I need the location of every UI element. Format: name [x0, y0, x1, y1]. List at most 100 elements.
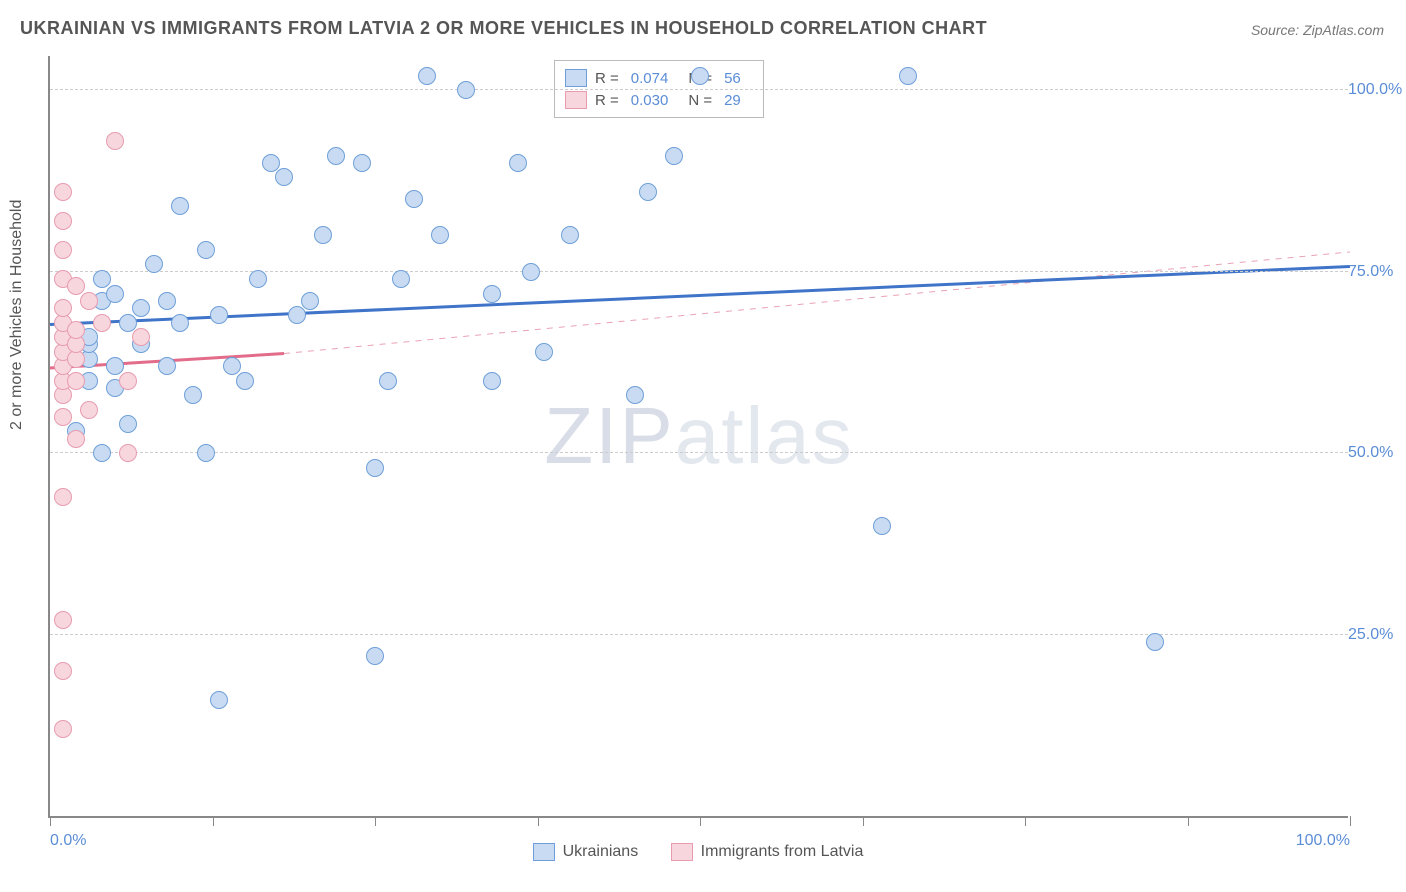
gridline: [50, 271, 1348, 272]
y-tick-label: 100.0%: [1348, 81, 1404, 99]
legend-item-0: Ukrainians: [533, 843, 639, 861]
data-point: [392, 270, 410, 288]
r-label: R =: [595, 92, 619, 109]
data-point: [262, 154, 280, 172]
data-point: [665, 147, 683, 165]
x-tick: [700, 816, 701, 826]
data-point: [54, 183, 72, 201]
data-point: [67, 277, 85, 295]
legend-row-series-0: R = 0.074 N = 56: [565, 67, 753, 89]
data-point: [366, 459, 384, 477]
data-point: [54, 611, 72, 629]
data-point: [197, 444, 215, 462]
data-point: [54, 241, 72, 259]
x-tick: [1188, 816, 1189, 826]
x-tick: [538, 816, 539, 826]
data-point: [366, 647, 384, 665]
plot-area: ZIPatlas R = 0.074 N = 56 R = 0.030 N = …: [48, 56, 1348, 818]
legend-series: Ukrainians Immigrants from Latvia: [48, 843, 1348, 866]
data-point: [691, 67, 709, 85]
data-point: [158, 357, 176, 375]
data-point: [93, 444, 111, 462]
data-point: [119, 415, 137, 433]
chart-title: UKRAINIAN VS IMMIGRANTS FROM LATVIA 2 OR…: [20, 18, 987, 39]
data-point: [275, 168, 293, 186]
x-tick: [1350, 816, 1351, 826]
r-value-0: 0.074: [631, 70, 669, 87]
data-point: [1146, 633, 1164, 651]
data-point: [184, 386, 202, 404]
data-point: [639, 183, 657, 201]
data-point: [561, 226, 579, 244]
data-point: [93, 314, 111, 332]
x-tick: [213, 816, 214, 826]
data-point: [119, 444, 137, 462]
data-point: [431, 226, 449, 244]
r-value-1: 0.030: [631, 92, 669, 109]
data-point: [535, 343, 553, 361]
data-point: [405, 190, 423, 208]
data-point: [145, 255, 163, 273]
data-point: [119, 372, 137, 390]
legend-label-1: Immigrants from Latvia: [701, 843, 864, 861]
legend-swatch-b1: [671, 843, 693, 861]
data-point: [132, 299, 150, 317]
x-tick: [50, 816, 51, 826]
data-point: [353, 154, 371, 172]
chart-container: UKRAINIAN VS IMMIGRANTS FROM LATVIA 2 OR…: [0, 0, 1406, 892]
y-axis-label: 2 or more Vehicles in Household: [8, 200, 26, 430]
data-point: [249, 270, 267, 288]
data-point: [379, 372, 397, 390]
data-point: [158, 292, 176, 310]
data-point: [509, 154, 527, 172]
data-point: [54, 408, 72, 426]
data-point: [301, 292, 319, 310]
data-point: [106, 357, 124, 375]
data-point: [54, 299, 72, 317]
x-tick: [1025, 816, 1026, 826]
gridline: [50, 89, 1348, 90]
n-value-1: 29: [724, 92, 741, 109]
data-point: [54, 662, 72, 680]
data-point: [457, 81, 475, 99]
data-point: [54, 488, 72, 506]
x-tick: [863, 816, 864, 826]
data-point: [418, 67, 436, 85]
n-value-0: 56: [724, 70, 741, 87]
data-point: [483, 372, 501, 390]
legend-item-1: Immigrants from Latvia: [671, 843, 864, 861]
data-point: [210, 691, 228, 709]
data-point: [522, 263, 540, 281]
data-point: [171, 197, 189, 215]
data-point: [171, 314, 189, 332]
y-tick-label: 50.0%: [1348, 444, 1404, 462]
data-point: [899, 67, 917, 85]
data-point: [119, 314, 137, 332]
data-point: [80, 401, 98, 419]
legend-row-series-1: R = 0.030 N = 29: [565, 89, 753, 111]
data-point: [236, 372, 254, 390]
legend-label-0: Ukrainians: [563, 843, 639, 861]
data-point: [132, 328, 150, 346]
data-point: [483, 285, 501, 303]
data-point: [210, 306, 228, 324]
data-point: [67, 321, 85, 339]
data-point: [54, 720, 72, 738]
data-point: [54, 212, 72, 230]
data-point: [873, 517, 891, 535]
data-point: [67, 372, 85, 390]
data-point: [626, 386, 644, 404]
x-tick: [375, 816, 376, 826]
legend-swatch-1: [565, 91, 587, 109]
data-point: [80, 292, 98, 310]
data-point: [197, 241, 215, 259]
legend-swatch-b0: [533, 843, 555, 861]
trend-lines: [50, 56, 1350, 818]
data-point: [93, 270, 111, 288]
r-label: R =: [595, 70, 619, 87]
data-point: [288, 306, 306, 324]
source-attribution: Source: ZipAtlas.com: [1251, 22, 1384, 38]
gridline: [50, 452, 1348, 453]
data-point: [106, 285, 124, 303]
y-tick-label: 75.0%: [1348, 263, 1404, 281]
